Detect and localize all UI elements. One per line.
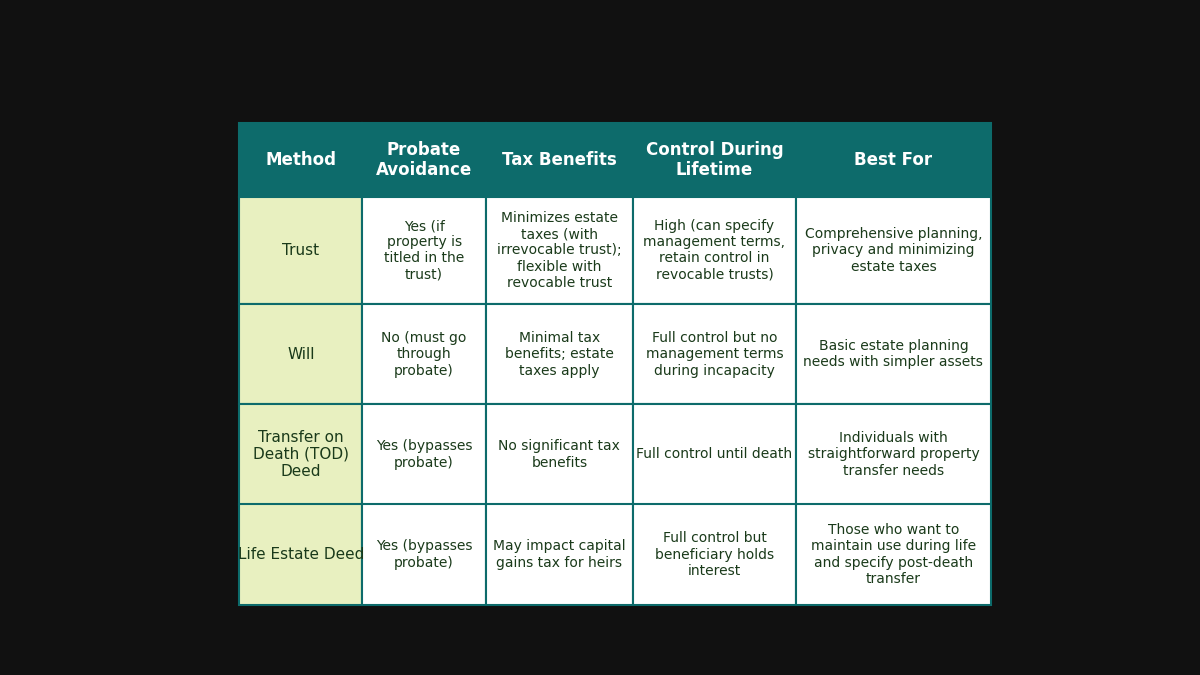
Bar bbox=[239, 404, 362, 504]
Text: Transfer on
Death (TOD)
Deed: Transfer on Death (TOD) Deed bbox=[253, 429, 349, 479]
Bar bbox=[486, 196, 632, 304]
Bar bbox=[632, 504, 796, 605]
Bar bbox=[362, 304, 486, 404]
Bar bbox=[632, 196, 796, 304]
Text: Probate
Avoidance: Probate Avoidance bbox=[376, 140, 473, 180]
Bar bbox=[796, 304, 991, 404]
Text: Control During
Lifetime: Control During Lifetime bbox=[646, 140, 784, 180]
Text: No (must go
through
probate): No (must go through probate) bbox=[382, 331, 467, 377]
Bar bbox=[796, 404, 991, 504]
Text: Basic estate planning
needs with simpler assets: Basic estate planning needs with simpler… bbox=[804, 340, 983, 369]
Bar bbox=[796, 504, 991, 605]
Text: Comprehensive planning,
privacy and minimizing
estate taxes: Comprehensive planning, privacy and mini… bbox=[805, 227, 982, 273]
Text: Individuals with
straightforward property
transfer needs: Individuals with straightforward propert… bbox=[808, 431, 979, 478]
Text: Full control but
beneficiary holds
interest: Full control but beneficiary holds inter… bbox=[655, 531, 774, 578]
Text: Those who want to
maintain use during life
and specify post-death
transfer: Those who want to maintain use during li… bbox=[811, 523, 976, 586]
Bar bbox=[632, 304, 796, 404]
Bar bbox=[796, 124, 991, 196]
Bar bbox=[362, 124, 486, 196]
Text: Full control until death: Full control until death bbox=[636, 448, 792, 462]
Text: Full control but no
management terms
during incapacity: Full control but no management terms dur… bbox=[646, 331, 784, 377]
Text: Yes (if
property is
titled in the
trust): Yes (if property is titled in the trust) bbox=[384, 219, 464, 281]
Bar bbox=[239, 124, 362, 196]
Text: Best For: Best For bbox=[854, 151, 932, 169]
Text: Life Estate Deed: Life Estate Deed bbox=[238, 547, 364, 562]
Bar bbox=[632, 404, 796, 504]
Text: Minimizes estate
taxes (with
irrevocable trust);
flexible with
revocable trust: Minimizes estate taxes (with irrevocable… bbox=[497, 211, 622, 290]
Text: Minimal tax
benefits; estate
taxes apply: Minimal tax benefits; estate taxes apply bbox=[505, 331, 613, 377]
Bar bbox=[796, 196, 991, 304]
Text: Tax Benefits: Tax Benefits bbox=[502, 151, 617, 169]
Text: Method: Method bbox=[265, 151, 336, 169]
Bar bbox=[239, 196, 362, 304]
Bar bbox=[486, 504, 632, 605]
Text: Yes (bypasses
probate): Yes (bypasses probate) bbox=[376, 439, 473, 470]
Text: Trust: Trust bbox=[282, 243, 319, 258]
Text: High (can specify
management terms,
retain control in
revocable trusts): High (can specify management terms, reta… bbox=[643, 219, 786, 281]
Bar bbox=[362, 504, 486, 605]
Bar bbox=[486, 124, 632, 196]
Bar bbox=[239, 504, 362, 605]
Text: Yes (bypasses
probate): Yes (bypasses probate) bbox=[376, 539, 473, 570]
Bar bbox=[362, 196, 486, 304]
Text: May impact capital
gains tax for heirs: May impact capital gains tax for heirs bbox=[493, 539, 625, 570]
Bar bbox=[362, 404, 486, 504]
Text: No significant tax
benefits: No significant tax benefits bbox=[498, 439, 620, 470]
Bar bbox=[632, 124, 796, 196]
Text: Will: Will bbox=[287, 347, 314, 362]
Bar bbox=[239, 304, 362, 404]
Bar bbox=[486, 404, 632, 504]
Bar bbox=[486, 304, 632, 404]
